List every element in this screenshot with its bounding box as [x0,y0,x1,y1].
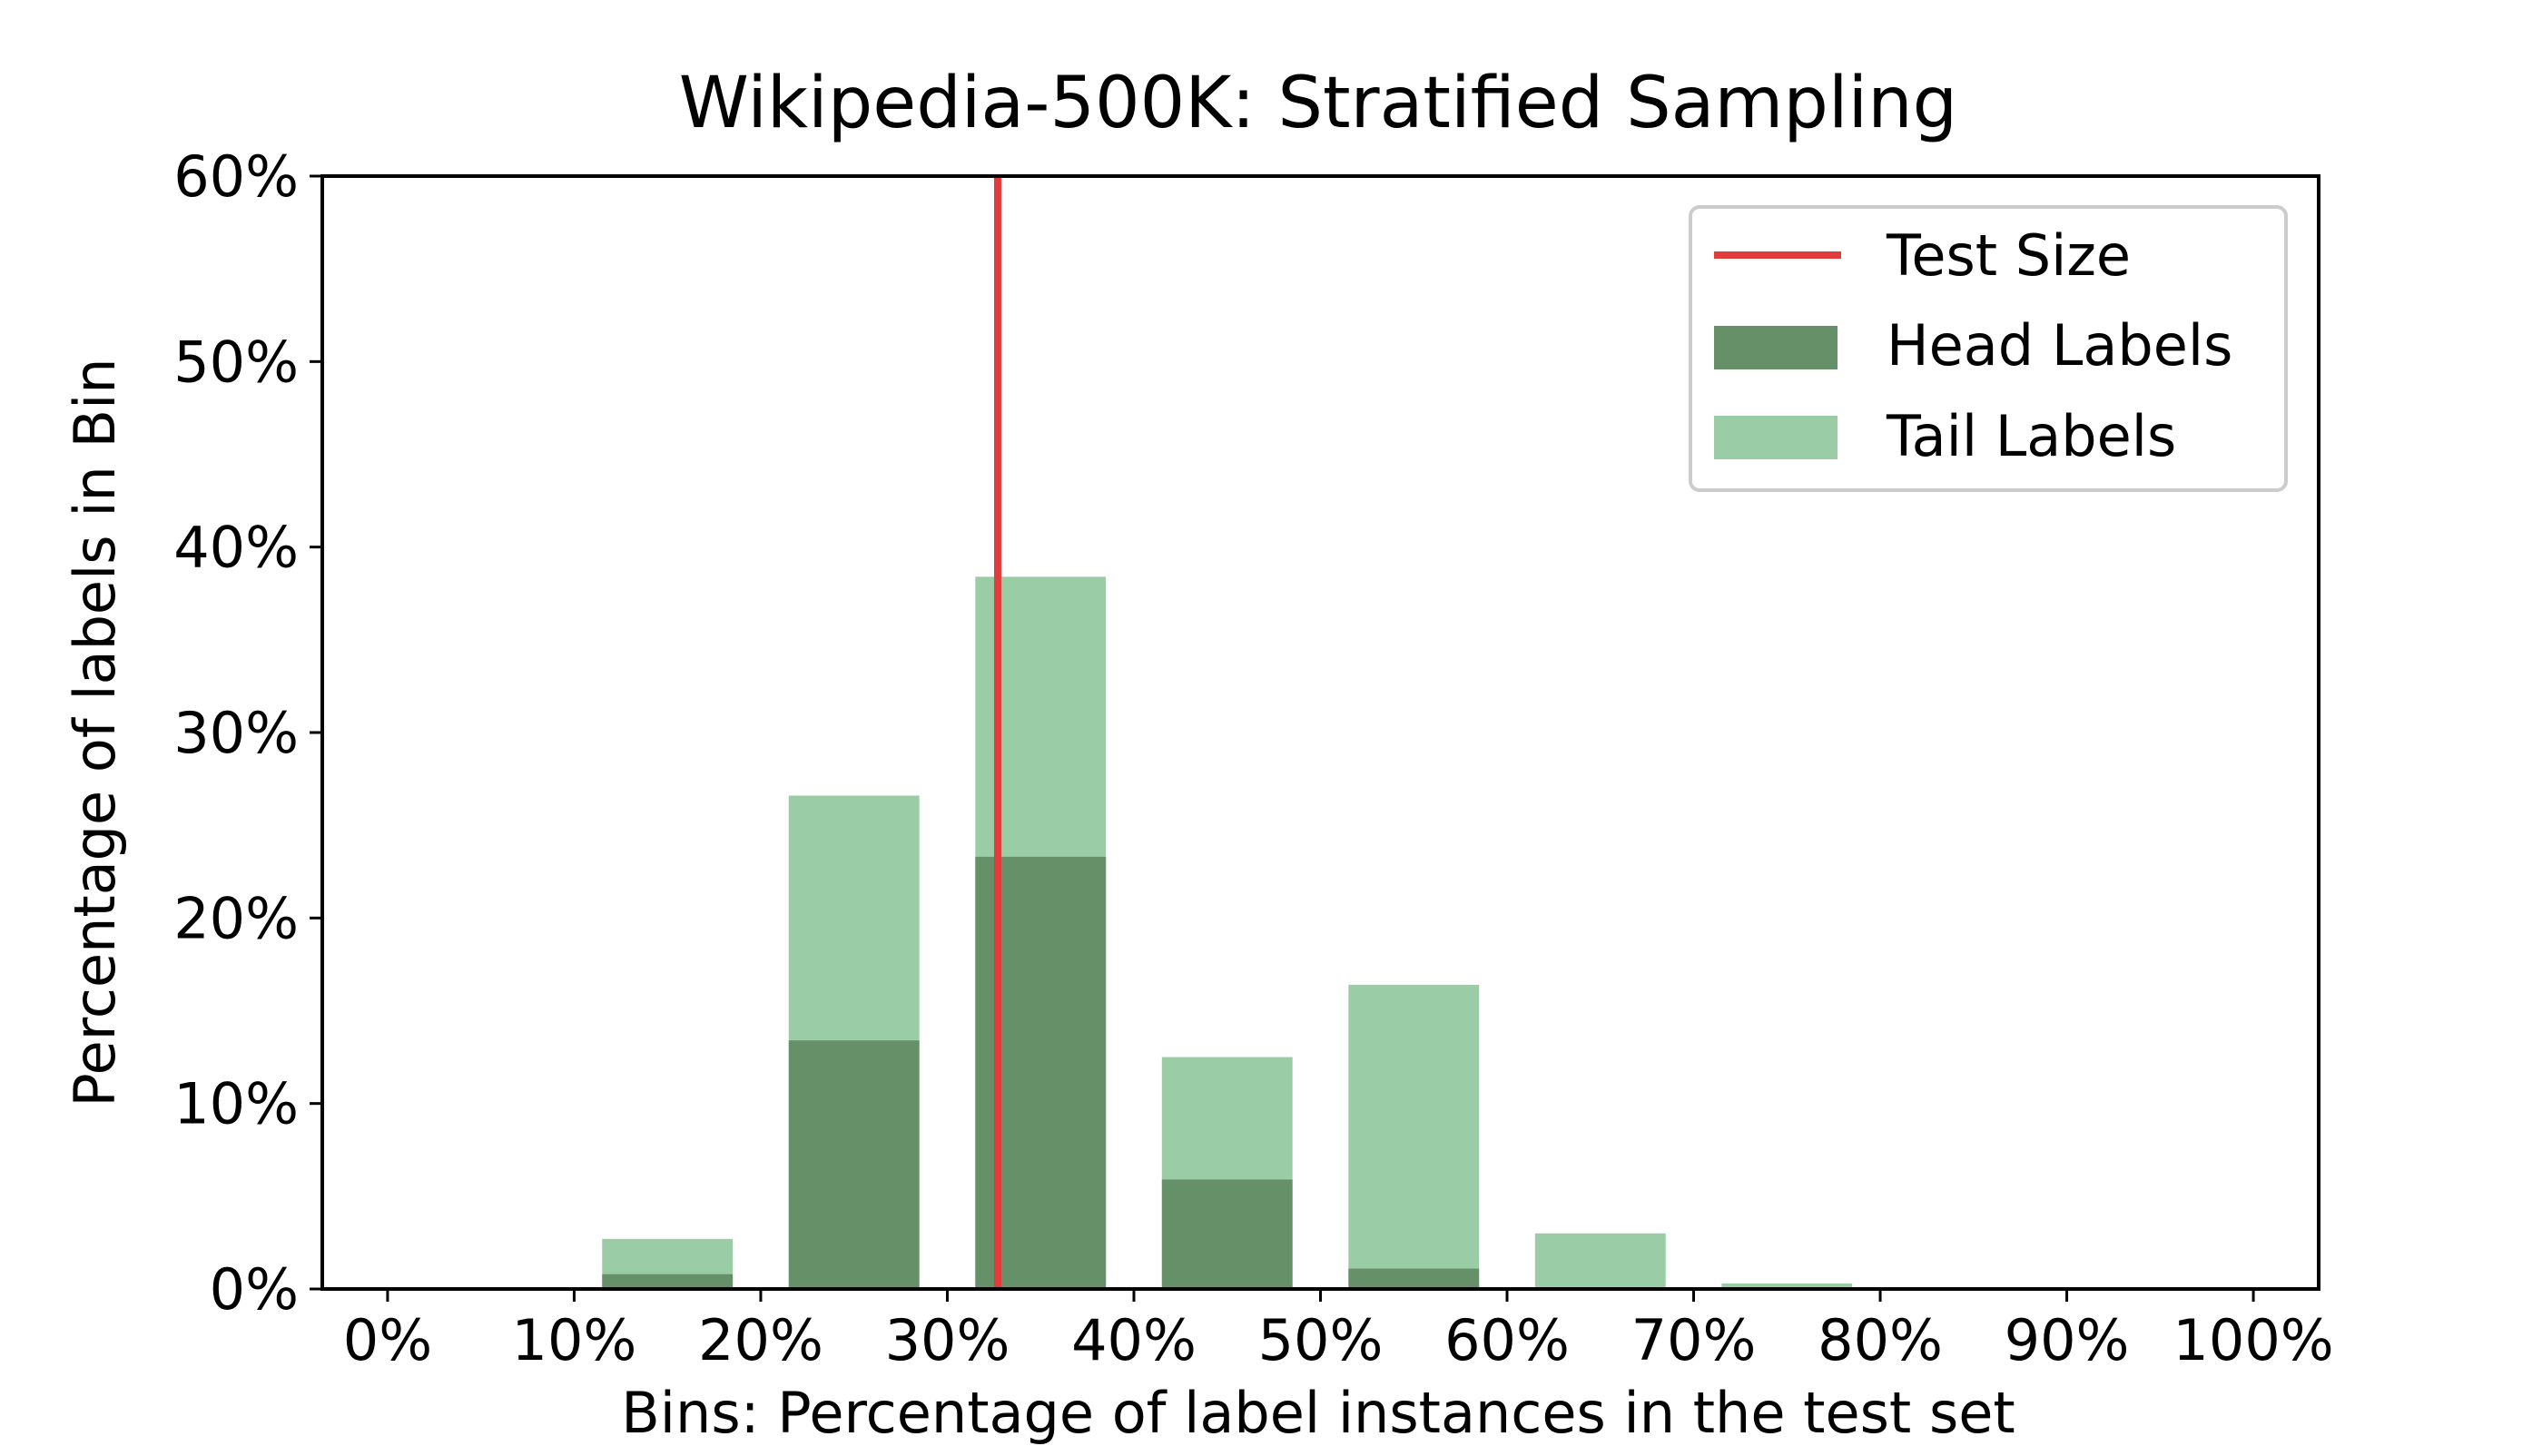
x-axis: 0% 10% 20% 30% 40% 50% 60% 70% 80% 90% 100% [343,1289,2334,1373]
bar-head-labels-4 [1161,1179,1293,1289]
y-tick-label-5: 50% [173,329,299,395]
bar-head-labels-1 [602,1274,734,1289]
chart-title: Wikipedia-500K: Stratified Sampling [679,63,1957,144]
y-tick-label-1: 10% [173,1071,299,1137]
y-tick-label-4: 40% [173,515,299,581]
bar-tail-labels-6 [1534,1233,1666,1289]
legend-label-test-size: Test Size [1886,222,2131,289]
x-axis-label: Bins: Percentage of label instances in t… [621,1380,2015,1446]
legend-swatch-head-labels [1714,326,1838,369]
legend: Test Size Head Labels Tail Labels [1689,205,2288,492]
bar-tail-labels-5 [1348,984,1480,1289]
x-tick-label-10: 100% [2173,1307,2333,1373]
x-tick-label-1: 10% [512,1307,637,1373]
bar-head-labels-5 [1348,1268,1480,1289]
x-tick-label-6: 60% [1444,1307,1570,1373]
legend-swatch-tail-labels [1714,416,1838,459]
x-tick-label-5: 50% [1258,1307,1384,1373]
y-tick-label-6: 60% [173,143,299,210]
y-tick-label-0: 0% [210,1256,299,1323]
bar-tail-labels-7 [1721,1283,1853,1289]
y-tick-label-2: 20% [173,885,299,951]
x-tick-label-8: 80% [1818,1307,1943,1373]
x-tick-label-2: 20% [698,1307,823,1373]
x-tick-label-3: 30% [885,1307,1010,1373]
x-tick-label-0: 0% [343,1307,432,1373]
legend-label-tail-labels: Tail Labels [1886,403,2176,469]
x-tick-label-4: 40% [1071,1307,1197,1373]
bars-layer [602,576,1853,1289]
bar-head-labels-2 [788,1040,920,1289]
x-tick-label-9: 90% [2005,1307,2130,1373]
legend-frame [1689,205,2288,492]
y-tick-label-3: 30% [173,700,299,766]
x-tick-label-7: 70% [1631,1307,1757,1373]
legend-label-head-labels: Head Labels [1887,312,2232,379]
y-axis: 0% 10% 20% 30% 40% 50% 60% [173,143,322,1323]
y-axis-label: Percentage of labels in Bin [62,358,128,1107]
